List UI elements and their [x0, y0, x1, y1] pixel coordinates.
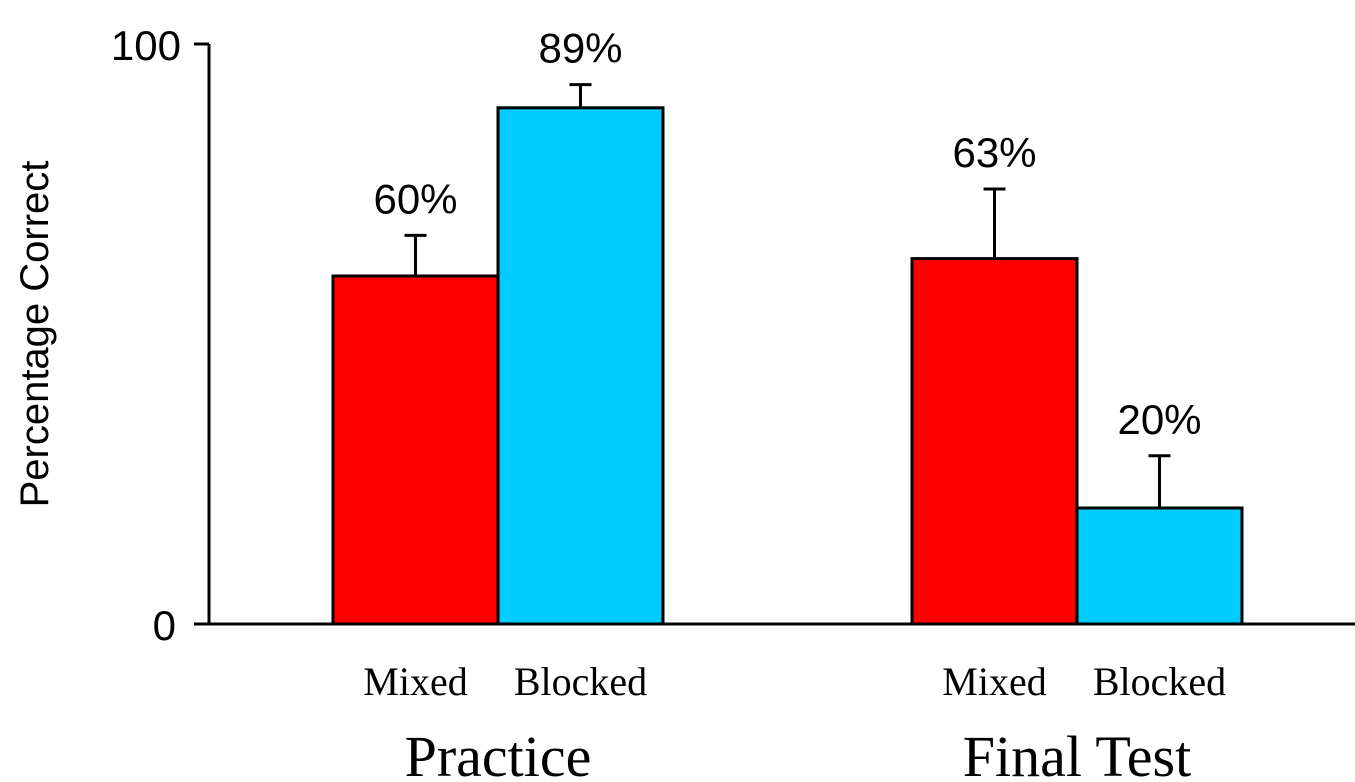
group-label-final-test: Final Test: [963, 724, 1192, 782]
category-label-final-test-blocked: Blocked: [1093, 659, 1226, 704]
y-tick-label-0: 0: [153, 602, 176, 649]
group-label-practice: Practice: [405, 724, 592, 782]
bar-final-test-blocked: [1075, 506, 1244, 626]
value-label-final-test-mixed: 63%: [952, 129, 1036, 176]
category-label-final-test-mixed: Mixed: [942, 659, 1046, 704]
value-label-practice-blocked: 89%: [538, 25, 622, 72]
bar-practice-blocked: [496, 106, 665, 626]
value-label-practice-mixed: 60%: [373, 175, 457, 222]
bars: 60% Mixed 89% Blocked Practice 63% Mixed 20% Blo…: [331, 25, 1244, 782]
category-label-practice-blocked: Blocked: [514, 659, 647, 704]
y-tick-label-100: 100: [111, 22, 181, 69]
bar-practice-mixed: [331, 274, 500, 626]
value-label-final-test-blocked: 20%: [1117, 396, 1201, 443]
bar-final-test-mixed: [910, 257, 1079, 626]
y-axis-label: Percentage Correct: [13, 161, 57, 508]
category-label-practice-mixed: Mixed: [363, 659, 467, 704]
